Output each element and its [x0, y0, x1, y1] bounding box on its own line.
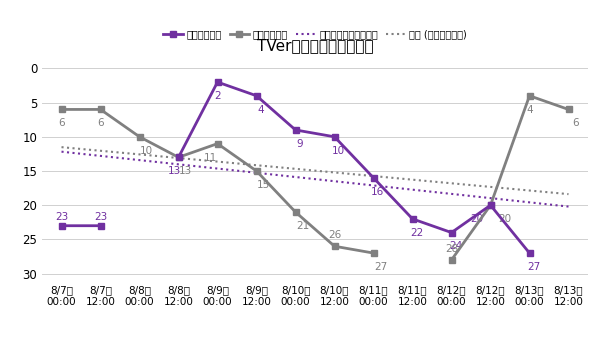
- Text: 22: 22: [410, 228, 423, 238]
- 線形（新・信長公記）: [331, 179, 338, 183]
- Text: 11: 11: [204, 153, 217, 162]
- 線形 (復讐の未亡人): [370, 174, 377, 178]
- 復讐の未亡人: [370, 251, 377, 255]
- 線形 (復讐の未亡人): [58, 145, 65, 149]
- 線形（新・信長公記）: [175, 162, 182, 167]
- 復讐の未亡人: [175, 155, 182, 159]
- Text: 16: 16: [371, 187, 384, 197]
- 線形（新・信長公記）: [487, 196, 494, 200]
- 新・信長公記: [97, 224, 104, 228]
- Line: 線形（新・信長公記）: 線形（新・信長公記）: [62, 152, 569, 207]
- 復讐の未亡人: [214, 142, 221, 146]
- 復讐の未亡人: [487, 203, 494, 207]
- Text: 28: 28: [445, 244, 458, 254]
- 新・信長公記: [58, 224, 65, 228]
- 線形 (復讐の未亡人): [331, 170, 338, 174]
- 線形 (復讐の未亡人): [97, 149, 104, 153]
- 復讐の未亡人: [253, 169, 260, 173]
- 線形 (復讐の未亡人): [448, 181, 455, 185]
- 線形（新・信長公記）: [58, 149, 65, 154]
- 線形（新・信長公記）: [409, 188, 416, 192]
- 復讐の未亡人: [58, 107, 65, 111]
- Text: 24: 24: [449, 241, 462, 251]
- Title: TVer総合ランキング推移: TVer総合ランキング推移: [257, 38, 373, 53]
- 線形（新・信長公記）: [448, 192, 455, 196]
- 線形（新・信長公記）: [565, 205, 572, 209]
- Text: 13: 13: [179, 166, 192, 176]
- Text: 6: 6: [97, 118, 104, 128]
- 復讐の未亡人: [331, 244, 338, 248]
- 線形 (復讐の未亡人): [409, 177, 416, 182]
- Text: 15: 15: [257, 180, 270, 190]
- Line: 線形 (復讐の未亡人): 線形 (復讐の未亡人): [62, 147, 569, 194]
- Text: 10: 10: [332, 146, 345, 156]
- 線形 (復讐の未亡人): [136, 152, 143, 156]
- Text: 23: 23: [55, 212, 68, 222]
- 線形（新・信長公記）: [97, 154, 104, 158]
- 新・信長公記: [487, 203, 494, 207]
- Text: 9: 9: [296, 139, 303, 149]
- 線形 (復讐の未亡人): [253, 163, 260, 167]
- 線形 (復讐の未亡人): [526, 188, 533, 193]
- Text: 4: 4: [257, 105, 264, 115]
- 復讐の未亡人: [292, 210, 299, 214]
- Text: 27: 27: [374, 262, 387, 272]
- 新・信長公記: [370, 176, 377, 180]
- 線形（新・信長公記）: [526, 200, 533, 205]
- 線形（新・信長公記）: [136, 158, 143, 162]
- 線形（新・信長公記）: [253, 171, 260, 175]
- 新・信長公記: [175, 155, 182, 159]
- 新・信長公記: [292, 128, 299, 132]
- 線形（新・信長公記）: [214, 167, 221, 171]
- Text: 2: 2: [214, 91, 221, 101]
- 線形 (復讐の未亡人): [214, 160, 221, 164]
- 新・信長公記: [448, 231, 455, 235]
- Legend: 新・信長公記, 復讐の未亡人, 線形（新・信長公記）, 線形 (復讐の未亡人): 新・信長公記, 復讐の未亡人, 線形（新・信長公記）, 線形 (復讐の未亡人): [163, 29, 467, 39]
- 線形 (復讐の未亡人): [175, 156, 182, 160]
- 復讐の未亡人: [565, 107, 572, 111]
- 新・信長公記: [409, 217, 416, 221]
- Text: 21: 21: [296, 221, 309, 231]
- Text: 27: 27: [527, 262, 540, 272]
- 新・信長公記: [331, 135, 338, 139]
- 線形 (復讐の未亡人): [487, 185, 494, 189]
- 線形 (復讐の未亡人): [565, 192, 572, 196]
- Text: 20: 20: [470, 214, 483, 224]
- 線形（新・信長公記）: [370, 183, 377, 187]
- 復讐の未亡人: [97, 107, 104, 111]
- Text: 23: 23: [94, 212, 107, 222]
- Text: 20: 20: [498, 214, 511, 224]
- 新・信長公記: [526, 251, 533, 255]
- 新・信長公記: [253, 94, 260, 98]
- Text: 6: 6: [572, 118, 579, 128]
- 復讐の未亡人: [526, 94, 533, 98]
- Text: 13: 13: [168, 166, 181, 176]
- Text: 4: 4: [526, 105, 533, 115]
- Line: 復讐の未亡人: 復讐の未亡人: [59, 93, 571, 263]
- Text: 6: 6: [58, 118, 65, 128]
- Text: 26: 26: [328, 230, 341, 240]
- 復讐の未亡人: [136, 135, 143, 139]
- 線形（新・信長公記）: [292, 175, 299, 179]
- Text: 10: 10: [140, 146, 153, 156]
- 復讐の未亡人: [448, 258, 455, 262]
- Line: 新・信長公記: 新・信長公記: [59, 79, 532, 256]
- 線形 (復讐の未亡人): [292, 167, 299, 171]
- 新・信長公記: [214, 80, 221, 84]
